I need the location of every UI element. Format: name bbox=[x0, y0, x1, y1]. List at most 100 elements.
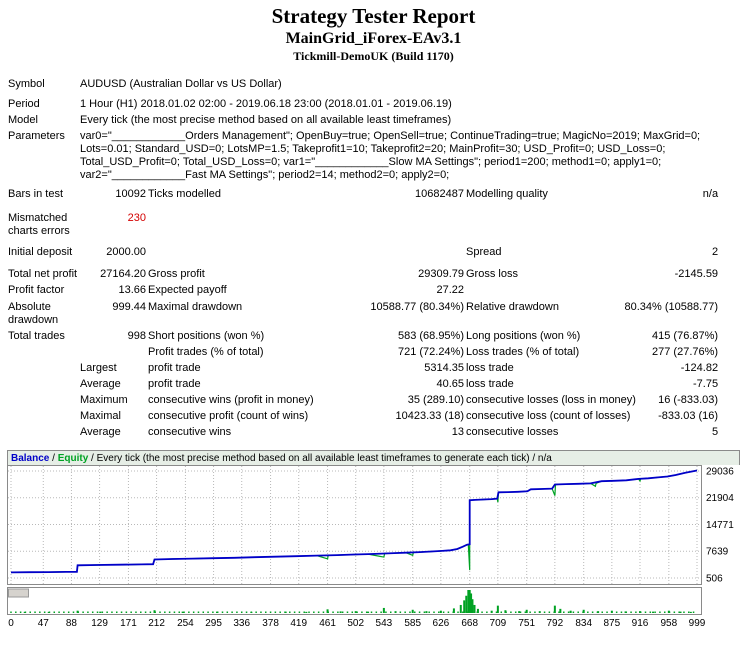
report-row: Maximal consecutive profit (count of wins… bbox=[8, 408, 720, 424]
server-build: Tickmill-DemoUK (Build 1170) bbox=[293, 49, 454, 63]
report-table: Symbol AUDUSD (Australian Dollar vs US Do… bbox=[8, 72, 720, 440]
report-cell: -2145.59 bbox=[674, 268, 719, 280]
chart-svg: 29036 21904 14771 7639 506 0 47 88 129 171 212 254 2… bbox=[7, 465, 734, 629]
report-cell: Ticks modelled bbox=[148, 188, 221, 200]
svg-text:709: 709 bbox=[490, 618, 507, 629]
report-cell bbox=[80, 344, 148, 360]
report-row: Absolute drawdown 999.44 Maximal drawdown 1… bbox=[8, 298, 720, 328]
svg-text:0: 0 bbox=[8, 618, 14, 629]
legend-separator: / bbox=[49, 453, 58, 464]
report-cell: Gross profit bbox=[148, 268, 205, 280]
report-cell: Maximum bbox=[80, 394, 128, 406]
svg-text:129: 129 bbox=[91, 618, 108, 629]
lots-bars bbox=[10, 590, 695, 613]
report-cell: consecutive wins (profit in money) bbox=[148, 394, 314, 406]
report-cell: loss trade bbox=[466, 362, 514, 374]
report-row: Average profit trade 40.65 loss trade -7.75 bbox=[8, 376, 720, 392]
report-cell: 10423.33 (18) bbox=[395, 410, 465, 422]
report-cell: Period bbox=[8, 98, 40, 110]
report-row: Average consecutive wins 13 consecutive los… bbox=[8, 424, 720, 440]
report-row: Total net profit 27164.20 Gross profit 2930… bbox=[8, 260, 720, 282]
report-cell: 80.34% (10588.77) bbox=[624, 301, 719, 313]
svg-text:14771: 14771 bbox=[706, 520, 734, 531]
report-row: Total trades 998 Short positions (won %) 58… bbox=[8, 328, 720, 344]
report-cell bbox=[466, 282, 620, 298]
report-cell: 277 (27.76%) bbox=[652, 346, 719, 358]
svg-text:254: 254 bbox=[177, 618, 194, 629]
report-cell: 2 bbox=[711, 246, 719, 258]
report-cell: Absolute drawdown bbox=[8, 301, 59, 326]
report-cell bbox=[148, 239, 354, 260]
report-row: Symbol AUDUSD (Australian Dollar vs US Do… bbox=[8, 72, 720, 92]
report-cell: -7.75 bbox=[692, 378, 719, 390]
report-cell: loss trade bbox=[466, 378, 514, 390]
report-cell: 27.22 bbox=[436, 284, 464, 296]
balance-chart: Balance / Equity / Every tick (the most … bbox=[7, 450, 740, 632]
report-cell: 5314.35 bbox=[424, 362, 464, 374]
svg-text:171: 171 bbox=[120, 618, 137, 629]
report-cell: Gross loss bbox=[466, 268, 518, 280]
svg-text:212: 212 bbox=[148, 618, 165, 629]
svg-text:999: 999 bbox=[689, 618, 706, 629]
report-cell: Short positions (won %) bbox=[148, 330, 265, 342]
report-cell bbox=[466, 202, 620, 239]
report-cell bbox=[354, 202, 466, 239]
report-row: Model Every tick (the most precise method… bbox=[8, 112, 720, 128]
report-cell: Mismatched charts errors bbox=[8, 212, 70, 237]
legend-equity-label: Equity bbox=[57, 453, 89, 464]
svg-text:461: 461 bbox=[319, 618, 336, 629]
report-cell: Relative drawdown bbox=[466, 301, 559, 313]
report-cell bbox=[8, 360, 80, 376]
svg-text:7639: 7639 bbox=[706, 547, 729, 558]
svg-text:626: 626 bbox=[433, 618, 450, 629]
report-row: Profit trades (% of total) 721 (72.24%) Lo… bbox=[8, 344, 720, 360]
report-cell bbox=[148, 202, 354, 239]
report-row: Bars in test 10092 Ticks modelled 10682487 M… bbox=[8, 183, 720, 202]
report-cell: 35 (289.10) bbox=[407, 394, 464, 406]
svg-text:88: 88 bbox=[66, 618, 78, 629]
report-cell: 10682487 bbox=[415, 188, 464, 200]
report-cell bbox=[620, 202, 720, 239]
svg-text:502: 502 bbox=[347, 618, 364, 629]
report-cell: 583 (68.95%) bbox=[397, 330, 464, 342]
report-cell: -124.82 bbox=[680, 362, 719, 374]
report-cell: n/a bbox=[702, 188, 719, 200]
report-cell: consecutive losses bbox=[466, 426, 559, 438]
report-row: Largest profit trade 5314.35 loss trade -124… bbox=[8, 360, 720, 376]
lots-scale-box bbox=[8, 588, 29, 598]
report-cell: 40.65 bbox=[436, 378, 464, 390]
svg-text:506: 506 bbox=[706, 574, 723, 585]
report-cell: Modelling quality bbox=[466, 188, 548, 200]
report-cell: Average bbox=[80, 426, 121, 438]
report-cell: Expected payoff bbox=[148, 284, 227, 296]
svg-text:958: 958 bbox=[661, 618, 678, 629]
report-cell: 999.44 bbox=[112, 301, 146, 313]
x-axis-labels: 0 47 88 129 171 212 254 295 336 378 419 461 502 543 58… bbox=[8, 618, 706, 629]
report-cell: 2000.00 bbox=[106, 246, 146, 258]
report-cell: 230 bbox=[127, 212, 146, 224]
report-cell: Initial deposit bbox=[8, 246, 73, 258]
report-cell: 415 (76.87%) bbox=[652, 330, 719, 342]
report-cell: consecutive wins bbox=[148, 426, 232, 438]
report-cell bbox=[8, 392, 80, 408]
report-cell: Symbol bbox=[8, 78, 45, 90]
report-cell: Total trades bbox=[8, 330, 65, 342]
report-cell: profit trade bbox=[148, 362, 201, 374]
svg-text:916: 916 bbox=[632, 618, 649, 629]
report-cell: Model bbox=[8, 114, 38, 126]
report-cell bbox=[8, 344, 80, 360]
report-cell: consecutive profit (count of wins) bbox=[148, 410, 309, 422]
svg-text:585: 585 bbox=[404, 618, 421, 629]
svg-text:792: 792 bbox=[547, 618, 564, 629]
report-cell bbox=[8, 408, 80, 424]
report-cell: 721 (72.24%) bbox=[397, 346, 464, 358]
svg-text:875: 875 bbox=[604, 618, 621, 629]
report-cell: consecutive loss (count of losses) bbox=[466, 410, 631, 422]
report-row: Profit factor 13.66 Expected payoff 27.22 bbox=[8, 282, 720, 298]
svg-text:21904: 21904 bbox=[706, 493, 734, 504]
report-cell: var0="____________Orders Management"; Op… bbox=[80, 130, 701, 181]
legend-description: / Every tick (the most precise method ba… bbox=[88, 453, 552, 464]
report-row: Initial deposit 2000.00 Spread 2 bbox=[8, 239, 720, 260]
report-cell bbox=[8, 376, 80, 392]
